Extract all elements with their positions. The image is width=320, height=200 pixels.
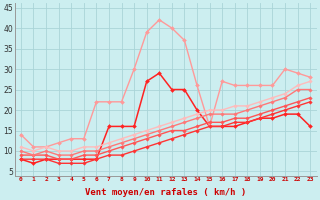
X-axis label: Vent moyen/en rafales ( km/h ): Vent moyen/en rafales ( km/h ) xyxy=(85,188,246,197)
